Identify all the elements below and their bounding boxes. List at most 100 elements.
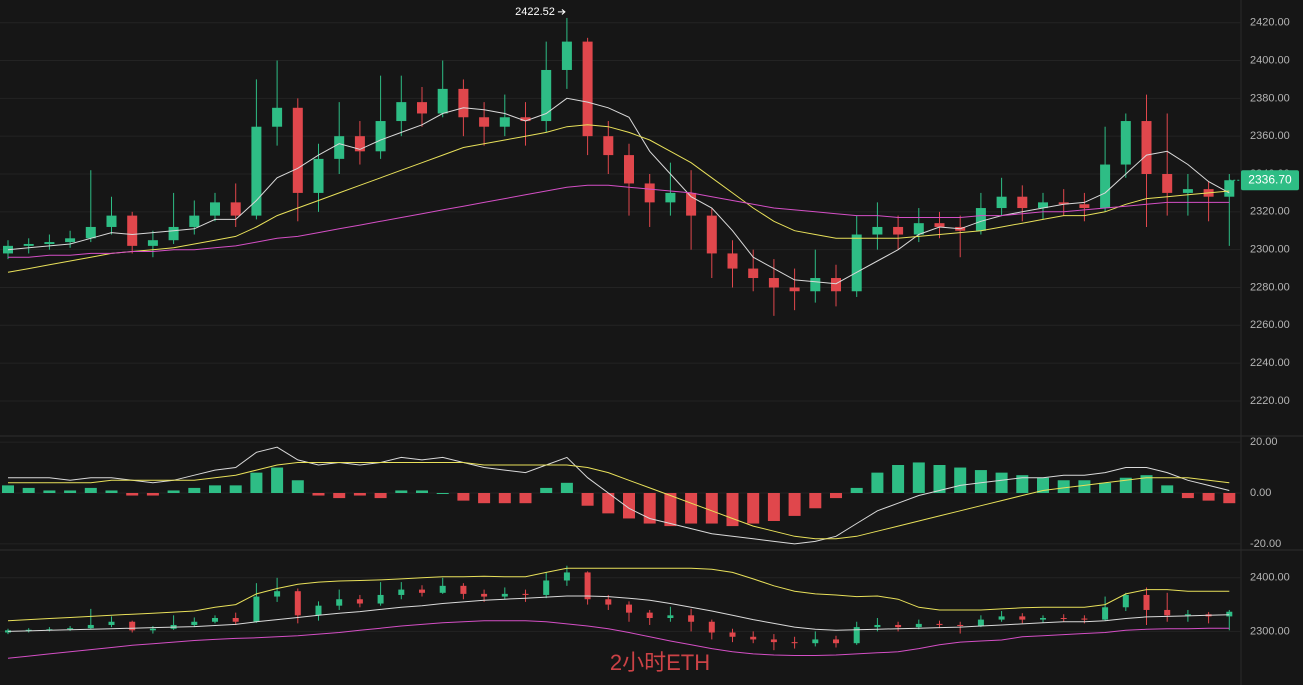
candle-body (686, 192, 697, 216)
candle-body (563, 572, 570, 581)
candle-body (1081, 618, 1088, 620)
histogram-bar (1037, 477, 1049, 493)
candle-body (398, 589, 405, 595)
indicator-line (7, 567, 1230, 622)
candle-body (872, 226, 883, 235)
histogram-bar (1161, 485, 1174, 493)
histogram-bar (374, 493, 387, 499)
candle-body (189, 215, 200, 227)
histogram-bar (726, 493, 739, 527)
candle-body (191, 621, 198, 625)
candle-body (108, 621, 115, 625)
candle-body (831, 278, 841, 292)
candle-body (975, 208, 986, 231)
histogram-bar (353, 493, 366, 496)
candle-body (789, 287, 800, 292)
candle-body (44, 242, 55, 244)
indicator-line (7, 97, 1230, 285)
indicator-line (8, 462, 1230, 540)
candle-body (419, 589, 425, 593)
candle-body (129, 621, 136, 631)
candle-body (315, 605, 322, 616)
candle-body (1017, 196, 1028, 209)
candle-body (667, 615, 674, 618)
histogram-bar (84, 487, 97, 493)
candle-body (748, 268, 759, 279)
histogram-bar (333, 493, 346, 499)
candle-body (522, 593, 529, 595)
histogram-bar (871, 472, 884, 493)
peak-label: 2422.52 (515, 6, 555, 18)
candle-body (67, 628, 74, 630)
candle-body (1224, 180, 1235, 197)
histogram-bar (747, 493, 760, 524)
candle-body (25, 629, 32, 631)
histogram-bar (809, 493, 822, 509)
candle-body (439, 585, 446, 593)
histogram-bar (1078, 480, 1091, 493)
y-tick-label: 2400.00 (1250, 54, 1290, 66)
histogram-bar (436, 493, 449, 494)
candle-body (460, 585, 467, 594)
candle-body (1141, 121, 1152, 174)
histogram-bar (43, 490, 56, 493)
candle-body (253, 596, 260, 622)
candle-body (706, 215, 717, 254)
histogram-bar (1057, 480, 1070, 493)
candle-body (274, 591, 281, 597)
y-tick-label: 2260.00 (1250, 319, 1290, 331)
candle-body (708, 621, 715, 633)
candle-body (251, 126, 262, 216)
candle-body (230, 202, 241, 216)
candle-body (1040, 618, 1046, 620)
histogram-bar (229, 485, 242, 493)
histogram-bar (685, 493, 698, 524)
candle-body (644, 183, 655, 203)
candle-body (770, 639, 777, 643)
candle-body (1226, 611, 1233, 617)
candle-body (336, 599, 343, 606)
candle-body (375, 121, 386, 152)
candle-body (812, 639, 819, 644)
candle-body (977, 619, 984, 627)
candle-body (396, 102, 407, 122)
indicator-line (7, 620, 1230, 659)
peak-arrow (557, 9, 566, 15)
candle-body (665, 192, 676, 203)
candle-body (85, 226, 96, 239)
y-tick-label: -20.00 (1250, 538, 1281, 550)
candle-body (272, 107, 283, 127)
candle-body (313, 158, 324, 193)
candle-body (1184, 614, 1191, 616)
histogram-bar (974, 470, 987, 493)
candle-body (354, 136, 365, 152)
histogram-bar (22, 487, 35, 493)
candle-body (853, 627, 860, 644)
histogram-bar (1181, 493, 1194, 499)
y-tick-label: 20.00 (1250, 436, 1278, 448)
histogram-bar (126, 493, 139, 496)
histogram-bar (560, 482, 573, 493)
candle-body (729, 632, 736, 637)
histogram-bar (498, 493, 511, 504)
indicator-line (7, 595, 1230, 632)
last-price-box (1241, 170, 1299, 191)
histogram-bar (830, 493, 842, 499)
candle-body (232, 618, 239, 622)
candle-body (727, 253, 738, 269)
histogram-bar (188, 487, 201, 493)
candle-body (1100, 164, 1111, 209)
candle-body (791, 642, 798, 644)
candle-body (582, 41, 593, 137)
histogram-bar (250, 472, 263, 493)
histogram-bar (540, 487, 553, 493)
histogram-bar (1140, 475, 1153, 493)
histogram-bar (1099, 482, 1112, 493)
candle-body (1079, 204, 1090, 209)
histogram-bar (933, 465, 946, 493)
y-tick-label: 2400.00 (1250, 572, 1290, 584)
histogram-bar (105, 490, 118, 493)
candle-body (996, 196, 1007, 209)
candle-body (913, 223, 924, 235)
